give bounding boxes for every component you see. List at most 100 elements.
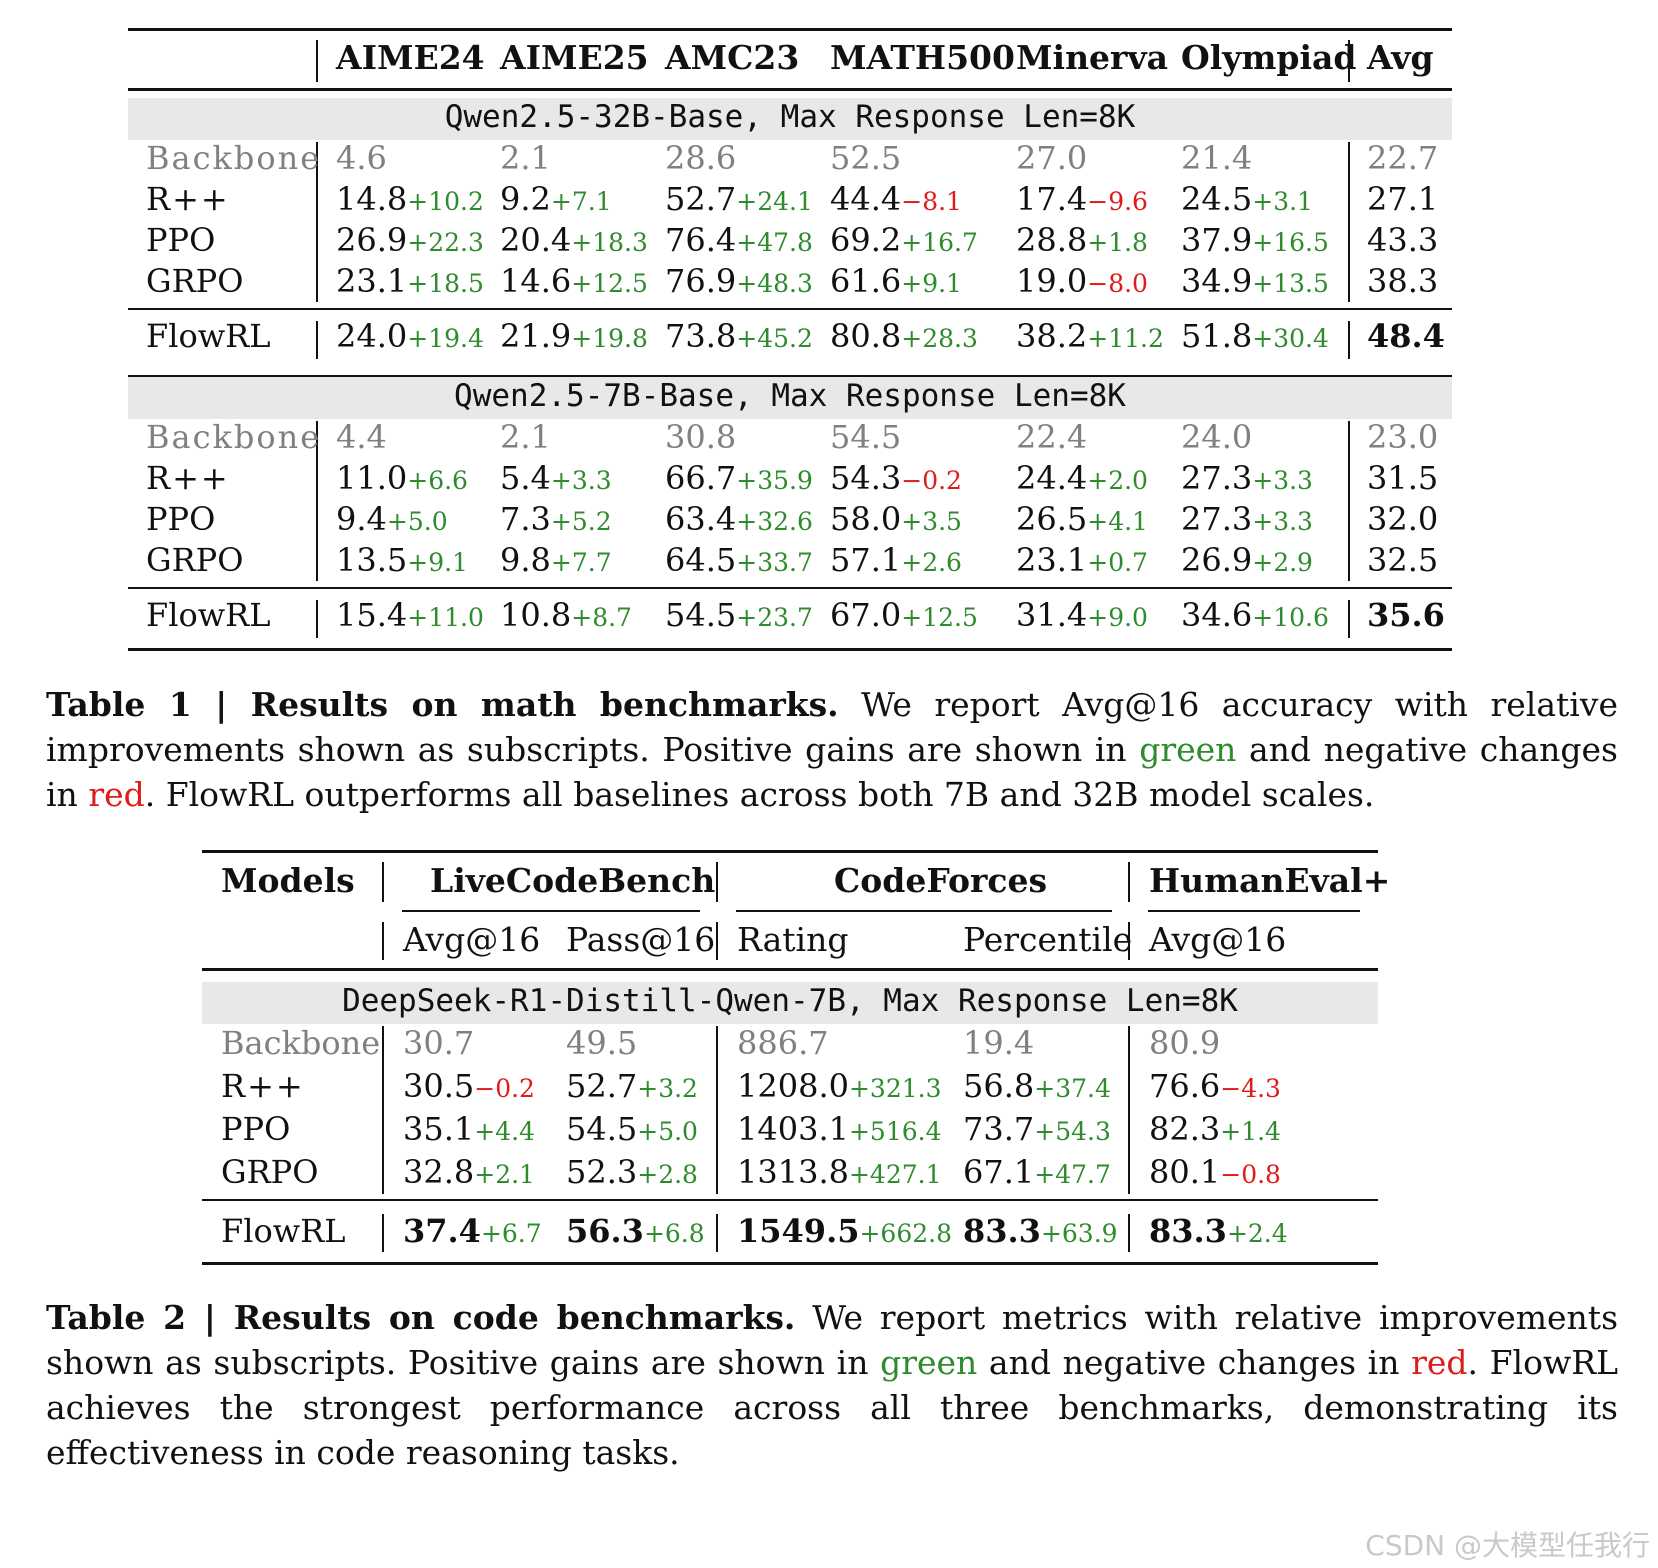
table1-cell-value: 76.4 bbox=[665, 221, 737, 259]
table1-cell: 58.0+3.5 bbox=[830, 500, 962, 538]
table1-group0-flow-divider-left bbox=[316, 321, 318, 359]
table1-caption-text: We report Avg@16 accuracy with relative … bbox=[46, 685, 1618, 769]
table1-group1-flow-divider-right bbox=[1348, 600, 1350, 638]
table1-cell-delta: +16.7 bbox=[901, 228, 978, 257]
table1-cell-value: 27.3 bbox=[1181, 459, 1253, 497]
table2-cell: 30.7 bbox=[403, 1024, 474, 1062]
table1-cell-value: 37.9 bbox=[1181, 221, 1253, 259]
table1-cell-value: 32.5 bbox=[1367, 541, 1439, 579]
table2-flowrl-cell: 37.4+6.7 bbox=[403, 1212, 542, 1250]
table1-cell-value: 61.6 bbox=[830, 262, 902, 300]
table1-cell-delta: +32.6 bbox=[736, 507, 813, 536]
table2-subheader-divider-3 bbox=[1128, 922, 1130, 960]
table1-flowrl-cell-delta: +28.3 bbox=[901, 324, 978, 353]
table1-group0-divider-right bbox=[1348, 142, 1350, 302]
table2-cell-value: 80.9 bbox=[1149, 1024, 1221, 1062]
table1-cell-delta: +3.1 bbox=[1252, 187, 1313, 216]
table1-cell: 27.3+3.3 bbox=[1181, 500, 1313, 538]
table2-body-divider-2 bbox=[716, 1026, 718, 1194]
table1-cell-value: 22.4 bbox=[1016, 418, 1088, 456]
table1-cell: 37.9+16.5 bbox=[1181, 221, 1329, 259]
table1-flowrl-cell-delta: +10.6 bbox=[1252, 603, 1329, 632]
table2-cell: 52.3+2.8 bbox=[566, 1153, 698, 1191]
table2-cell: 54.5+5.0 bbox=[566, 1110, 698, 1148]
table2-cell: 52.7+3.2 bbox=[566, 1067, 698, 1105]
table2-cell-value: 1403.1 bbox=[737, 1110, 849, 1148]
table1-cell-value: 69.2 bbox=[830, 221, 902, 259]
table2-cell-value: 56.8 bbox=[963, 1067, 1035, 1105]
table2-body-divider-3 bbox=[1128, 1026, 1130, 1194]
table2-cell-value: 30.7 bbox=[403, 1024, 475, 1062]
table2-cell-delta: +1.4 bbox=[1220, 1117, 1281, 1146]
table2-header-rule bbox=[202, 968, 1378, 971]
table2-cell-delta: +516.4 bbox=[848, 1117, 942, 1146]
table2-cell-delta: −4.3 bbox=[1220, 1074, 1281, 1103]
table1-cell-value: 57.1 bbox=[830, 541, 902, 579]
table1-cell-delta: +7.7 bbox=[550, 548, 612, 577]
table2-cell-delta: −0.8 bbox=[1220, 1160, 1281, 1189]
table1-cell: 30.8 bbox=[665, 418, 736, 456]
table1-flowrl-model: FlowRL bbox=[146, 596, 271, 634]
table2-flowrl-cell-value: 56.3 bbox=[566, 1212, 644, 1250]
table1-cell-value: 24.0 bbox=[1181, 418, 1253, 456]
table1-cell: 4.4 bbox=[336, 418, 387, 456]
table2-cell-value: 54.5 bbox=[566, 1110, 638, 1148]
table1-cell: 52.5 bbox=[830, 139, 901, 177]
table1-cell-value: 44.4 bbox=[830, 180, 902, 218]
table2-row-model: Backbone bbox=[221, 1024, 381, 1062]
table1-cell-value: 27.0 bbox=[1016, 139, 1088, 177]
table2-header-divider-2 bbox=[716, 862, 718, 902]
table1-top-rule bbox=[128, 28, 1452, 31]
table1-cell: 23.1+0.7 bbox=[1016, 541, 1148, 579]
table2-header-divider-3 bbox=[1128, 862, 1130, 902]
table1-header-aime24: AIME24 bbox=[336, 38, 485, 77]
table1-row-model: Backbone bbox=[146, 418, 322, 456]
table1-cell-delta: +3.3 bbox=[1252, 507, 1313, 536]
table1-flowrl-cell-value: 21.9 bbox=[500, 317, 572, 355]
table2-cell-value: 1313.8 bbox=[737, 1153, 849, 1191]
table1-row-model: Backbone bbox=[146, 139, 322, 177]
table1-cell: 34.9+13.5 bbox=[1181, 262, 1329, 300]
table1-cell-value: 52.7 bbox=[665, 180, 737, 218]
table1-cell-delta: +22.3 bbox=[407, 228, 484, 257]
table1-group0-divider-left bbox=[316, 142, 318, 302]
table1-cell-delta: +24.1 bbox=[736, 187, 813, 216]
table1-cell-value: 23.0 bbox=[1367, 418, 1439, 456]
table2-cell-value: 52.3 bbox=[566, 1153, 638, 1191]
table1-flowrl-cell-delta: +11.2 bbox=[1087, 324, 1164, 353]
table1-cell: 54.5 bbox=[830, 418, 901, 456]
table1-flowrl-cell: 51.8+30.4 bbox=[1181, 317, 1329, 355]
table1-cell-value: 76.9 bbox=[665, 262, 737, 300]
table2-header-divider-1 bbox=[382, 862, 384, 902]
table2-cell-value: 1208.0 bbox=[737, 1067, 849, 1105]
table1-cell-delta: +3.5 bbox=[901, 507, 962, 536]
table1-cell: 5.4+3.3 bbox=[500, 459, 612, 497]
table1-flowrl-cell-value: 67.0 bbox=[830, 596, 902, 634]
table1-flowrl-cell: 15.4+11.0 bbox=[336, 596, 484, 634]
table1-cell-value: 14.8 bbox=[336, 180, 408, 218]
table1-cell-value: 4.4 bbox=[336, 418, 387, 456]
table2-cell-value: 49.5 bbox=[566, 1024, 638, 1062]
table1-cell-value: 63.4 bbox=[665, 500, 737, 538]
table2-flowrl-cell-delta: +662.8 bbox=[859, 1219, 952, 1248]
table1-group0-title: Qwen2.5-32B-Base, Max Response Len=8K bbox=[444, 99, 1136, 135]
table1-cell-delta: −9.6 bbox=[1087, 187, 1148, 216]
table1-cell: 17.4−9.6 bbox=[1016, 180, 1148, 218]
table1-cell-value: 26.5 bbox=[1016, 500, 1088, 538]
table1-header-minerva: Minerva bbox=[1016, 38, 1168, 77]
table1-cell: 44.4−8.1 bbox=[830, 180, 962, 218]
table1-flowrl-cell: 31.4+9.0 bbox=[1016, 596, 1148, 634]
watermark: CSDN @大模型任我行 bbox=[1365, 1529, 1650, 1562]
table1-cell: 9.4+5.0 bbox=[336, 500, 448, 538]
table1-group1-divider-left bbox=[316, 421, 318, 581]
table1-cell: 63.4+32.6 bbox=[665, 500, 813, 538]
table1-cell-delta: +10.2 bbox=[407, 187, 484, 216]
table1-flowrl-cell-delta: +8.7 bbox=[571, 603, 632, 632]
table1-cell: 28.8+1.8 bbox=[1016, 221, 1148, 259]
table2-row-model: PPO bbox=[221, 1110, 291, 1148]
table2-bottom-rule bbox=[202, 1262, 1378, 1265]
table2-flowrl-model: FlowRL bbox=[221, 1212, 346, 1250]
table1-cell: 38.3 bbox=[1367, 262, 1438, 300]
table2-flowrl-cell-value: 83.3 bbox=[1149, 1212, 1227, 1250]
table2-subheader-he-avg16: Avg@16 bbox=[1149, 920, 1287, 959]
